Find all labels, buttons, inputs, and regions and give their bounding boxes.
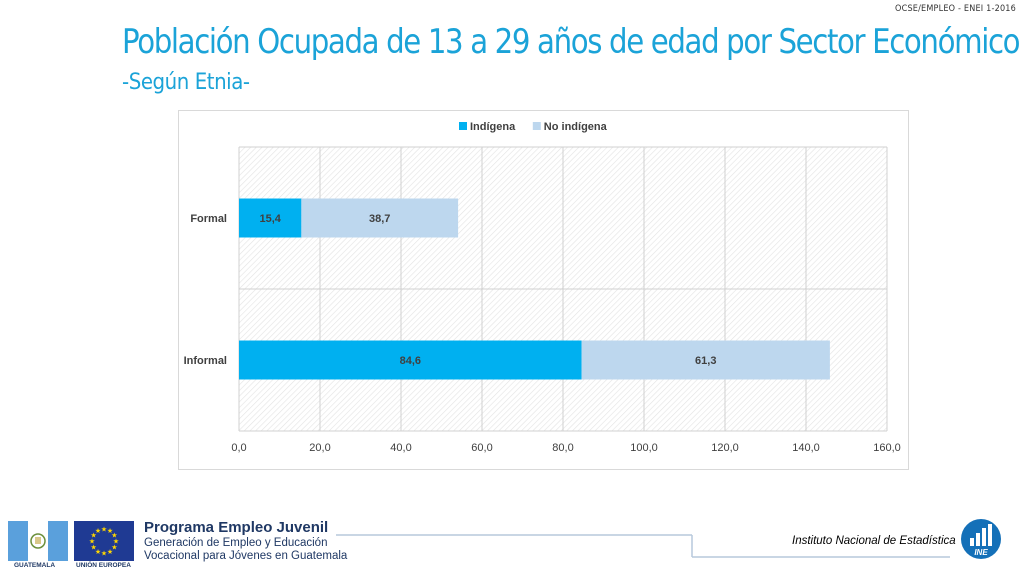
x-tick-label: 60,0	[471, 442, 492, 454]
guatemala-label: GUATEMALA	[14, 562, 56, 569]
svg-text:★: ★	[90, 532, 96, 540]
x-tick-label: 0,0	[231, 442, 246, 454]
page-subtitle: -Según Etnia-	[122, 70, 250, 95]
bar-informal-no-indigena	[581, 340, 830, 380]
svg-text:★: ★	[101, 550, 107, 558]
bar-formal-indigena	[239, 198, 302, 238]
program-line-1: Generación de Empleo y Educación	[144, 537, 328, 549]
footer	[0, 519, 1024, 576]
guatemala-flag-icon	[8, 521, 68, 561]
legend-label: Indígena	[470, 121, 516, 133]
svg-text:★: ★	[89, 538, 95, 546]
svg-text:★: ★	[101, 526, 107, 534]
institute-name: Instituto Nacional de Estadística	[792, 535, 956, 547]
x-tick-label: 120,0	[711, 442, 739, 454]
data-label: 84,6	[400, 355, 421, 367]
svg-text:★: ★	[90, 544, 96, 552]
data-label: 38,7	[369, 213, 390, 225]
legend-label: No indígena	[544, 121, 608, 133]
x-tick-label: 160,0	[873, 442, 901, 454]
source-label: OCSE/EMPLEO - ENEI 1-2016	[895, 4, 1016, 14]
ine-logo-icon: INE	[960, 518, 1002, 560]
chart-container: Indígena No indígena 15,4 38,7 84,6 61,3 For…	[178, 110, 909, 470]
eu-flag-icon: ★ ★ ★ ★ ★ ★ ★ ★ ★ ★ ★ ★	[74, 521, 134, 561]
svg-text:★: ★	[111, 544, 117, 552]
x-tick-label: 80,0	[552, 442, 573, 454]
svg-text:★: ★	[107, 548, 113, 556]
category-label: Informal	[184, 355, 227, 367]
eu-label: UNIÓN EUROPEA	[76, 562, 131, 569]
x-tick-label: 140,0	[792, 442, 820, 454]
bar-informal-indigena	[239, 340, 582, 380]
bar-formal-no-indigena	[301, 198, 459, 238]
page-title: Población Ocupada de 13 a 29 años de eda…	[122, 22, 1021, 62]
program-line-2: Vocacional para Jóvenes en Guatemala	[144, 550, 348, 562]
category-label: Formal	[190, 213, 227, 225]
data-label: 61,3	[695, 355, 716, 367]
legend-swatch	[532, 122, 541, 130]
program-title: Programa Empleo Juvenil	[144, 519, 329, 536]
svg-text:★: ★	[113, 538, 119, 546]
svg-text:★: ★	[95, 548, 101, 556]
x-tick-label: 100,0	[630, 442, 658, 454]
x-tick-label: 20,0	[309, 442, 330, 454]
legend-swatch	[459, 122, 467, 130]
bar-chart: Indígena No indígena 15,4 38,7 84,6 61,3 For…	[184, 121, 901, 454]
svg-text:★: ★	[95, 527, 101, 535]
data-label: 15,4	[259, 213, 281, 225]
x-tick-label: 40,0	[390, 442, 411, 454]
svg-text:★: ★	[107, 527, 113, 535]
svg-text:★: ★	[111, 532, 117, 540]
ine-logo-text: INE	[974, 548, 988, 557]
